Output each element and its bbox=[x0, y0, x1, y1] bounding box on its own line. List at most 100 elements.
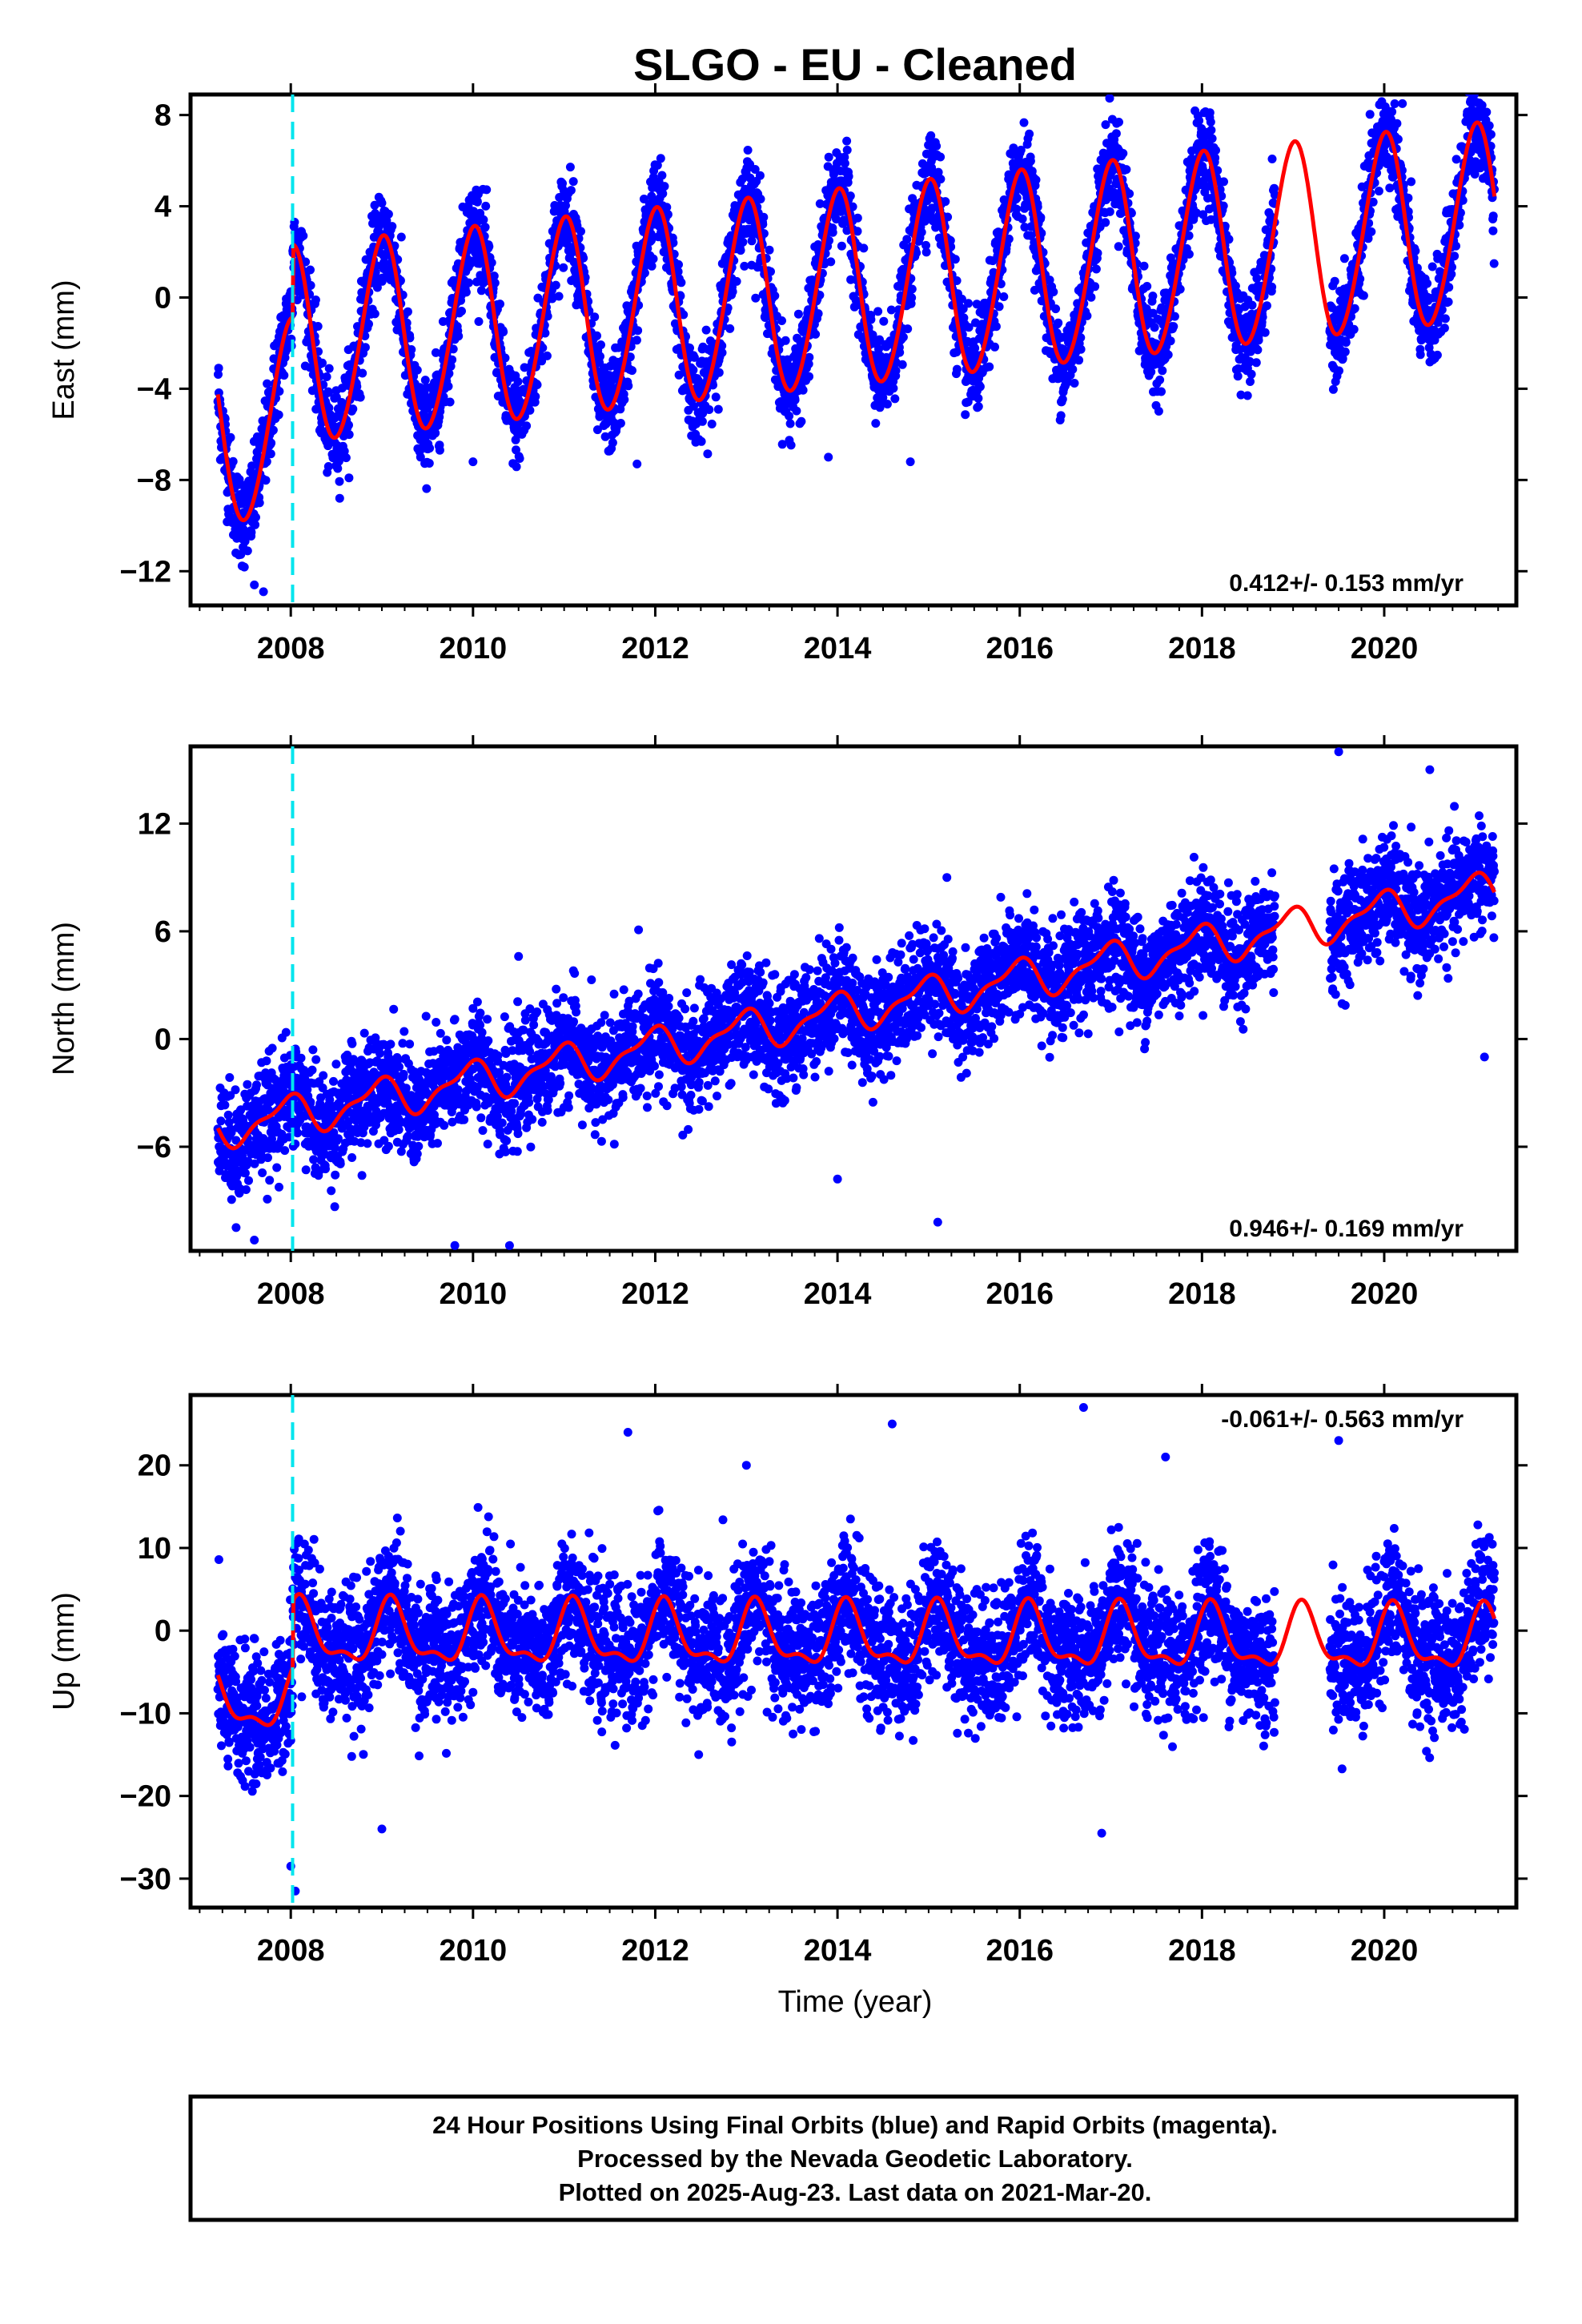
data-point bbox=[344, 420, 353, 430]
data-point bbox=[725, 324, 735, 333]
data-point bbox=[464, 278, 473, 287]
data-point bbox=[292, 296, 302, 304]
data-point bbox=[263, 379, 272, 388]
data-point bbox=[1114, 118, 1123, 127]
data-point bbox=[932, 141, 942, 151]
data-point bbox=[1486, 130, 1496, 139]
data-point bbox=[711, 392, 721, 402]
data-point bbox=[513, 377, 523, 387]
data-point bbox=[1403, 193, 1413, 203]
data-point bbox=[431, 428, 440, 438]
data-point bbox=[1452, 155, 1461, 164]
data-point bbox=[301, 257, 311, 267]
data-point bbox=[255, 498, 264, 508]
data-point bbox=[538, 343, 548, 352]
panel-frame bbox=[188, 92, 1519, 608]
data-point bbox=[1260, 328, 1270, 337]
data-point bbox=[490, 278, 500, 287]
data-point bbox=[496, 300, 504, 309]
data-point bbox=[828, 227, 837, 237]
data-point bbox=[1111, 129, 1121, 139]
data-point bbox=[596, 340, 605, 350]
data-point bbox=[1205, 108, 1215, 118]
data-point bbox=[1439, 324, 1449, 333]
data-point bbox=[335, 476, 344, 486]
data-point bbox=[1349, 324, 1359, 334]
data-point bbox=[468, 457, 478, 467]
data-point bbox=[1101, 218, 1110, 227]
data-point bbox=[907, 284, 917, 294]
data-point bbox=[975, 382, 985, 392]
data-point bbox=[1018, 214, 1027, 223]
data-point bbox=[882, 400, 892, 409]
data-point bbox=[1350, 304, 1359, 313]
data-point bbox=[1170, 312, 1179, 321]
data-point bbox=[1056, 411, 1066, 420]
data-point bbox=[1339, 254, 1349, 263]
data-point bbox=[1074, 356, 1084, 365]
data-point bbox=[1444, 283, 1454, 292]
data-point bbox=[318, 358, 327, 368]
data-point bbox=[379, 258, 388, 267]
data-point bbox=[950, 255, 960, 264]
data-point bbox=[705, 405, 714, 414]
y-tick-label: −4 bbox=[137, 372, 171, 406]
data-point bbox=[311, 404, 321, 414]
data-point bbox=[1340, 347, 1350, 356]
data-point bbox=[1252, 274, 1262, 283]
data-point bbox=[1211, 146, 1220, 155]
data-point bbox=[797, 416, 806, 426]
data-point bbox=[267, 438, 276, 448]
data-point bbox=[1105, 94, 1114, 103]
data-point bbox=[444, 381, 453, 391]
x-tick-label: 2012 bbox=[621, 632, 689, 665]
data-point bbox=[568, 177, 578, 187]
data-point bbox=[647, 261, 656, 271]
data-point bbox=[243, 546, 252, 556]
panel-1: 2008 2010 2012 2014 2016 2018 2020−12−8−4048Ea… bbox=[47, 78, 1528, 665]
data-point bbox=[250, 580, 259, 589]
data-point bbox=[736, 246, 745, 255]
data-point bbox=[866, 315, 876, 324]
data-point bbox=[487, 258, 496, 267]
x-tick-label: 2010 bbox=[440, 632, 508, 665]
data-point bbox=[793, 309, 803, 319]
data-point bbox=[561, 201, 570, 211]
data-point bbox=[239, 562, 249, 572]
data-point bbox=[1468, 78, 1477, 87]
data-point bbox=[500, 353, 510, 363]
data-point bbox=[1423, 279, 1432, 288]
data-point bbox=[515, 454, 524, 463]
data-point bbox=[1019, 118, 1029, 127]
data-point bbox=[1091, 264, 1101, 274]
data-point bbox=[1122, 165, 1131, 175]
data-point bbox=[777, 316, 786, 325]
data-point bbox=[792, 406, 801, 416]
data-point bbox=[1207, 126, 1216, 135]
data-point bbox=[425, 444, 435, 453]
data-point bbox=[805, 372, 813, 381]
data-point bbox=[656, 154, 665, 163]
data-point bbox=[785, 412, 794, 420]
data-point bbox=[703, 449, 713, 459]
data-point bbox=[1392, 119, 1402, 128]
data-point bbox=[1184, 249, 1194, 259]
data-point bbox=[480, 223, 490, 232]
data-point bbox=[974, 402, 983, 412]
data-point bbox=[324, 388, 334, 397]
data-point bbox=[632, 459, 642, 468]
data-point bbox=[335, 493, 344, 503]
data-point bbox=[1251, 358, 1261, 368]
data-point bbox=[565, 163, 575, 172]
data-point bbox=[474, 317, 484, 326]
data-point bbox=[1247, 369, 1256, 379]
data-point bbox=[579, 253, 588, 263]
data-point bbox=[903, 324, 913, 334]
data-point bbox=[732, 276, 741, 286]
data-point bbox=[311, 296, 320, 304]
data-point bbox=[974, 393, 983, 403]
data-point bbox=[377, 199, 387, 208]
data-point bbox=[738, 237, 748, 247]
data-point bbox=[1243, 391, 1252, 400]
data-point bbox=[348, 404, 358, 414]
